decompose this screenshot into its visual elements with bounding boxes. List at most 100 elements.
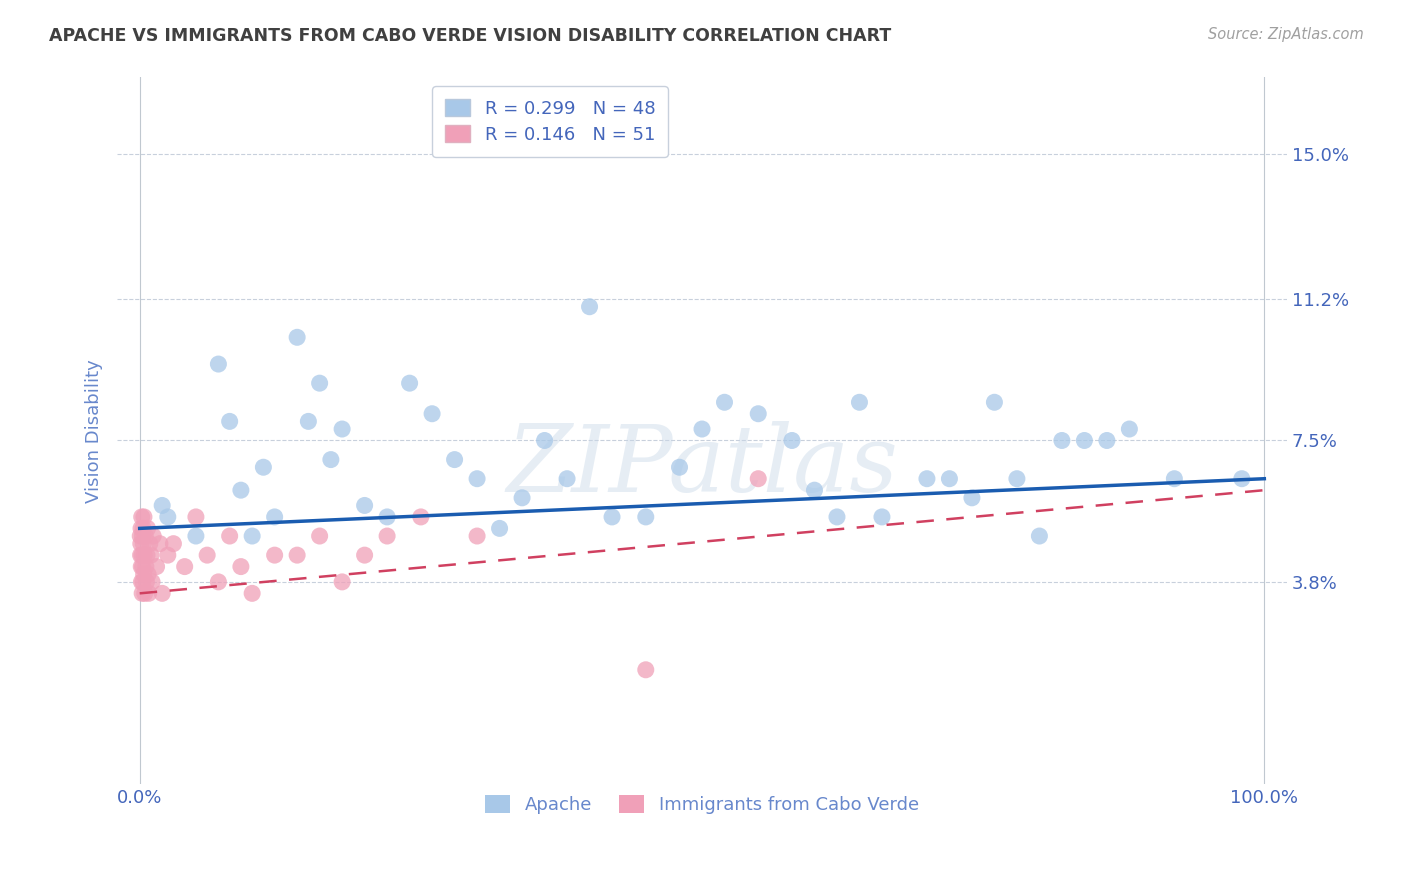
Point xyxy=(713,395,735,409)
Point xyxy=(960,491,983,505)
Point xyxy=(747,407,769,421)
Point xyxy=(229,559,252,574)
Point xyxy=(134,529,156,543)
Point xyxy=(1163,472,1185,486)
Point xyxy=(129,559,152,574)
Point xyxy=(131,559,153,574)
Point xyxy=(1005,472,1028,486)
Point xyxy=(129,521,152,535)
Point xyxy=(145,559,167,574)
Point xyxy=(1050,434,1073,448)
Point xyxy=(308,376,330,391)
Point xyxy=(555,472,578,486)
Point xyxy=(825,510,848,524)
Point xyxy=(1095,434,1118,448)
Point xyxy=(150,499,173,513)
Point xyxy=(134,586,156,600)
Point xyxy=(195,548,218,562)
Point xyxy=(747,472,769,486)
Point xyxy=(510,491,533,505)
Point xyxy=(634,663,657,677)
Point xyxy=(132,510,155,524)
Point xyxy=(465,529,488,543)
Point xyxy=(131,510,153,524)
Point xyxy=(136,521,159,535)
Point xyxy=(132,536,155,550)
Point xyxy=(690,422,713,436)
Point xyxy=(135,574,157,589)
Point xyxy=(263,510,285,524)
Point xyxy=(465,472,488,486)
Point xyxy=(132,567,155,582)
Point xyxy=(533,434,555,448)
Point xyxy=(131,529,153,543)
Point xyxy=(218,529,240,543)
Point xyxy=(150,586,173,600)
Point xyxy=(138,586,160,600)
Point xyxy=(139,536,162,550)
Point xyxy=(136,548,159,562)
Text: Source: ZipAtlas.com: Source: ZipAtlas.com xyxy=(1208,27,1364,42)
Point xyxy=(184,529,207,543)
Point xyxy=(409,510,432,524)
Point xyxy=(848,395,870,409)
Point xyxy=(229,483,252,498)
Point xyxy=(353,499,375,513)
Point xyxy=(129,536,152,550)
Point xyxy=(870,510,893,524)
Point xyxy=(139,548,162,562)
Point xyxy=(184,510,207,524)
Point xyxy=(443,452,465,467)
Point xyxy=(149,536,172,550)
Point xyxy=(297,414,319,428)
Point xyxy=(132,574,155,589)
Legend: Apache, Immigrants from Cabo Verde: Apache, Immigrants from Cabo Verde xyxy=(474,784,929,825)
Point xyxy=(218,414,240,428)
Point xyxy=(1073,434,1095,448)
Point xyxy=(983,395,1005,409)
Point xyxy=(1118,422,1140,436)
Point xyxy=(240,586,263,600)
Point xyxy=(129,548,152,562)
Point xyxy=(319,452,342,467)
Point xyxy=(131,548,153,562)
Point xyxy=(156,510,179,524)
Point xyxy=(131,574,153,589)
Point xyxy=(142,529,165,543)
Point xyxy=(129,529,152,543)
Y-axis label: Vision Disability: Vision Disability xyxy=(86,359,103,503)
Point xyxy=(488,521,510,535)
Point xyxy=(330,574,353,589)
Point xyxy=(308,529,330,543)
Point xyxy=(780,434,803,448)
Text: APACHE VS IMMIGRANTS FROM CABO VERDE VISION DISABILITY CORRELATION CHART: APACHE VS IMMIGRANTS FROM CABO VERDE VIS… xyxy=(49,27,891,45)
Point xyxy=(420,407,443,421)
Point xyxy=(156,548,179,562)
Point xyxy=(207,574,229,589)
Point xyxy=(668,460,690,475)
Point xyxy=(134,548,156,562)
Point xyxy=(634,510,657,524)
Point xyxy=(141,574,163,589)
Point xyxy=(240,529,263,543)
Point xyxy=(136,567,159,582)
Point xyxy=(132,521,155,535)
Point xyxy=(173,559,195,574)
Point xyxy=(578,300,600,314)
Point xyxy=(915,472,938,486)
Point xyxy=(285,548,308,562)
Point xyxy=(803,483,825,498)
Point xyxy=(375,510,398,524)
Point xyxy=(938,472,960,486)
Text: ZIPatlas: ZIPatlas xyxy=(506,421,898,511)
Point xyxy=(135,559,157,574)
Point xyxy=(252,460,274,475)
Point xyxy=(1028,529,1050,543)
Point xyxy=(1230,472,1253,486)
Point xyxy=(600,510,623,524)
Point xyxy=(263,548,285,562)
Point xyxy=(131,586,153,600)
Point xyxy=(207,357,229,371)
Point xyxy=(330,422,353,436)
Point xyxy=(398,376,420,391)
